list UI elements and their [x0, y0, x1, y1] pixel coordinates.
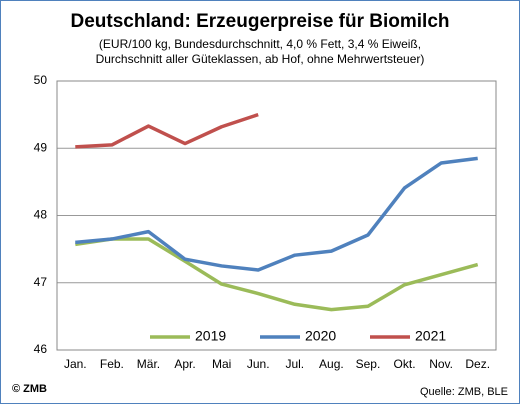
y-tick-label: 47 [34, 275, 48, 289]
chart-title: Deutschland: Erzeugerpreise für Biomilch [70, 11, 449, 32]
legend-label: 2021 [415, 328, 446, 344]
x-tick-label: Mai [212, 357, 231, 371]
x-tick-label: Dez. [465, 357, 490, 371]
x-tick-label: Nov. [429, 357, 453, 371]
x-tick-label: Apr. [174, 357, 195, 371]
copyright: © ZMB [12, 383, 47, 395]
x-tick-label: Mär. [137, 357, 160, 371]
subtitle: (EUR/100 kg, Bundesdurchschnitt, 4,0 % F… [99, 37, 421, 51]
x-tick-label: Jul. [285, 357, 304, 371]
legend-label: 2020 [305, 328, 336, 344]
x-tick-label: Okt. [394, 357, 416, 371]
y-tick-label: 46 [34, 342, 48, 356]
x-tick-label: Jan. [64, 357, 87, 371]
y-tick-label: 50 [34, 73, 48, 87]
series-line [75, 156, 478, 272]
source: Quelle: ZMB, BLE [420, 386, 508, 398]
x-tick-label: Feb. [100, 357, 124, 371]
x-tick-label: Sep. [356, 357, 381, 371]
series-line [75, 112, 259, 149]
x-tick-label: Jun. [247, 357, 270, 371]
legend-label: 2019 [195, 328, 226, 344]
plot-area [56, 80, 497, 351]
subtitle: Durchschnitt aller Güteklassen, ab Hof, … [96, 52, 425, 66]
y-tick-label: 48 [34, 208, 48, 222]
y-tick-label: 49 [34, 140, 48, 154]
x-tick-label: Aug. [319, 357, 344, 371]
series-line [75, 237, 479, 312]
